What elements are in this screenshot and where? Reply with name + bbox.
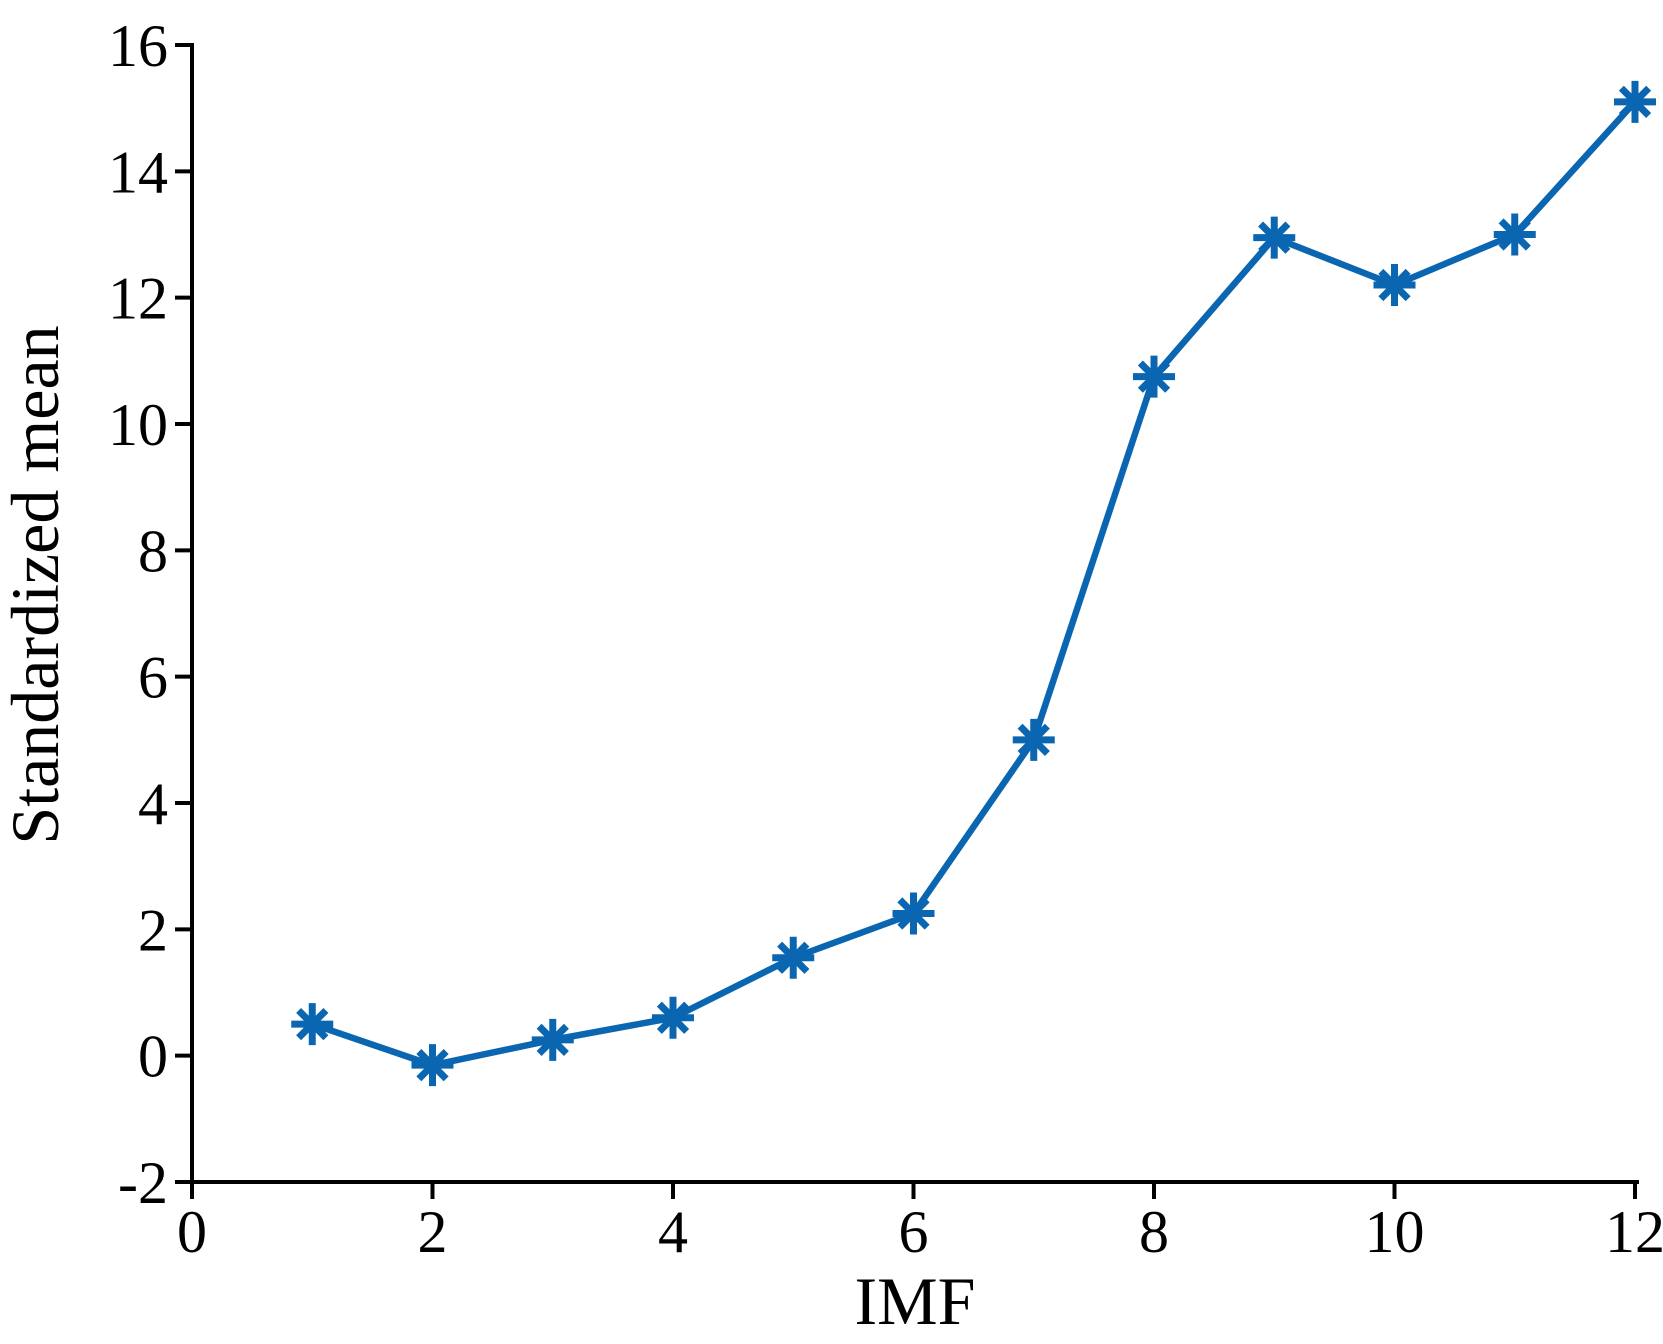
y-axis-label: Standardized mean [0, 325, 73, 844]
y-tick-label: 2 [138, 897, 168, 963]
data-point-marker [1133, 355, 1175, 398]
marker-spoke [1017, 723, 1050, 756]
x-tick-label: 12 [1605, 1199, 1663, 1265]
x-tick-label: 6 [899, 1199, 929, 1265]
marker-spoke [296, 1007, 329, 1041]
x-tick-label: 2 [418, 1199, 448, 1265]
y-tick-label: -2 [118, 1150, 168, 1216]
x-tick-label: 4 [658, 1199, 688, 1265]
x-tick-label: 0 [177, 1199, 207, 1265]
data-point-marker [1614, 80, 1656, 123]
y-tick-label: 6 [138, 645, 168, 711]
data-point-marker [772, 936, 815, 979]
marker-spoke [536, 1023, 569, 1057]
y-tick-label: 10 [108, 392, 168, 458]
y-tick-label: 16 [108, 13, 168, 79]
marker-spoke [1258, 221, 1291, 254]
data-point-marker [1373, 264, 1416, 307]
data-point-marker [531, 1018, 574, 1061]
marker-spoke [1498, 218, 1531, 251]
y-tick-label: 8 [138, 518, 168, 584]
y-tick-label: 12 [108, 266, 168, 332]
marker-spoke [1378, 268, 1411, 302]
marker-spoke [897, 897, 930, 930]
data-point-marker [892, 892, 935, 935]
data-point-marker [1253, 216, 1296, 259]
x-tick-label: 8 [1139, 1199, 1169, 1265]
marker-spoke [1618, 85, 1652, 118]
data-point-marker [291, 1003, 334, 1046]
data-point-marker [1493, 213, 1536, 256]
data-line [311, 99, 1638, 1069]
marker-spoke [777, 941, 810, 974]
x-tick-label: 10 [1365, 1199, 1425, 1265]
y-tick-label: 14 [108, 139, 168, 205]
marker-spoke [416, 1049, 449, 1082]
y-tick-label: 4 [138, 771, 168, 837]
marker-spoke [656, 1001, 690, 1034]
data-point-marker [411, 1044, 454, 1087]
x-axis-label: IMF [855, 1263, 976, 1339]
y-tick-label: 0 [138, 1024, 168, 1090]
data-point-marker [1012, 718, 1055, 761]
data-point-marker [652, 996, 694, 1039]
marker-spoke [1137, 360, 1171, 393]
